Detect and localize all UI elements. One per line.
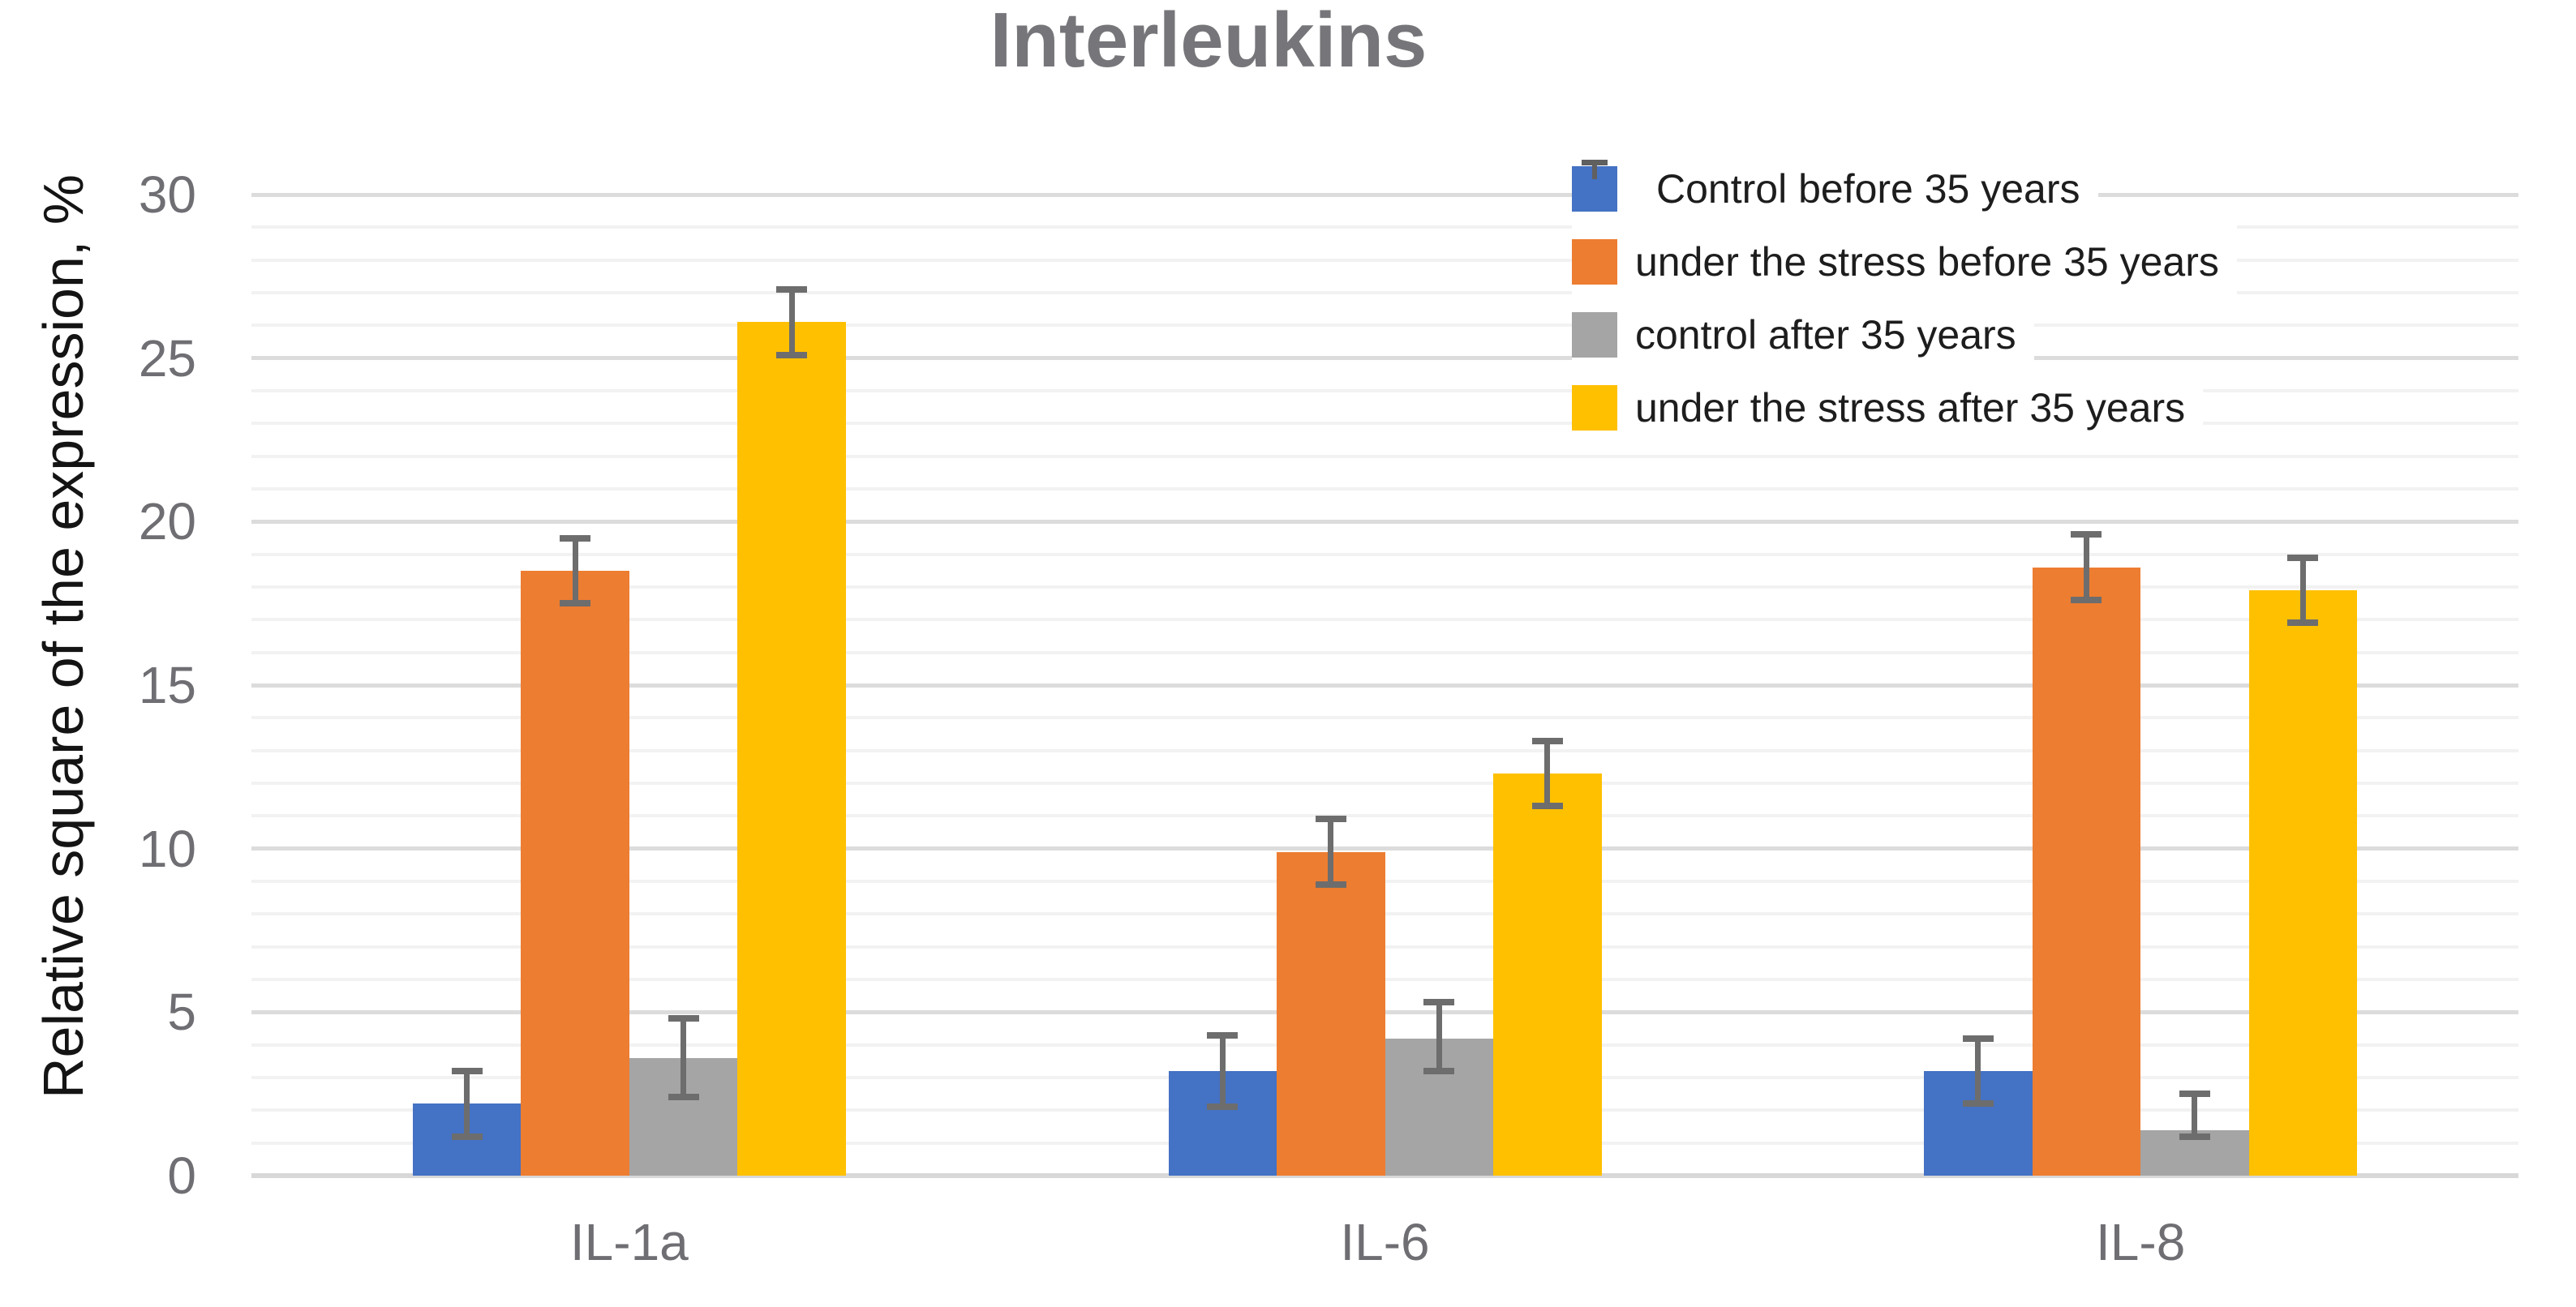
bar <box>1277 851 1385 1176</box>
error-bar-cap-top <box>776 285 808 293</box>
gridline-major <box>251 1009 2518 1014</box>
gridline-minor <box>251 978 2518 981</box>
error-bar-cap-bottom <box>1531 803 1563 810</box>
error-bar-cap-bottom <box>1423 1067 1455 1074</box>
error-bar-cap-bottom <box>1315 881 1346 889</box>
legend-swatch <box>1572 239 1617 285</box>
legend-item: Control before 35 years <box>1572 152 2098 225</box>
bar <box>2032 567 2141 1176</box>
error-bar-cap-bottom <box>560 600 591 607</box>
error-bar-cap-bottom <box>2179 1133 2210 1140</box>
error-bar-cap-top <box>560 534 591 542</box>
gridline-minor <box>251 880 2518 883</box>
error-bar-stem <box>1219 1035 1226 1108</box>
error-bar-cap-top <box>2287 554 2319 561</box>
legend-swatch <box>1572 312 1617 358</box>
error-bar-cap-top <box>1315 816 1346 823</box>
gridline-minor <box>251 814 2518 818</box>
y-tick-label: 25 <box>138 328 196 388</box>
x-category-label: IL-6 <box>1340 1213 1430 1271</box>
error-bar-cap-bottom <box>668 1094 699 1101</box>
gridline-major <box>251 519 2518 524</box>
gridline-minor <box>251 454 2518 458</box>
legend-swatch <box>1572 385 1617 431</box>
legend-label: under the stress before 35 years <box>1635 239 2219 285</box>
legend-errorbar-glyph-cap <box>1582 160 1608 165</box>
legend-swatch <box>1572 160 1617 212</box>
gridline-minor <box>251 748 2518 752</box>
legend-label: Control before 35 years <box>1656 166 2080 212</box>
y-tick-label: 0 <box>167 1146 196 1205</box>
legend-label: control after 35 years <box>1635 312 2016 358</box>
error-bar-stem <box>2192 1094 2198 1137</box>
chart-title: Interleukins <box>990 0 1428 84</box>
x-category-label: IL-8 <box>2096 1213 2186 1271</box>
error-bar-cap-top <box>1207 1031 1239 1039</box>
gridline-minor <box>251 324 2518 328</box>
gridline-minor <box>251 389 2518 392</box>
y-tick-label: 30 <box>138 165 196 224</box>
legend-item: under the stress before 35 years <box>1572 225 2237 298</box>
error-bar-stem <box>1975 1038 1981 1104</box>
legend-label: under the stress after 35 years <box>1635 385 2186 431</box>
error-bar-stem <box>464 1070 470 1137</box>
gridline-minor <box>251 552 2518 556</box>
gridline-minor <box>251 225 2518 229</box>
y-tick-label: 15 <box>138 656 196 714</box>
gridline-major <box>251 356 2518 361</box>
gridline-minor <box>251 487 2518 491</box>
error-bar-cap-top <box>451 1067 483 1074</box>
gridline-minor <box>251 782 2518 785</box>
x-category-label: IL-1a <box>569 1213 689 1271</box>
legend-item: control after 35 years <box>1572 298 2034 371</box>
error-bar-cap-top <box>2179 1091 2210 1098</box>
x-axis-line <box>251 1173 2518 1178</box>
error-bar-stem <box>2299 557 2306 624</box>
error-bar-cap-top <box>668 1015 699 1022</box>
bar <box>521 570 629 1176</box>
gridline-minor <box>251 912 2518 916</box>
gridline-minor <box>251 422 2518 426</box>
gridline-minor <box>251 945 2518 949</box>
error-bar-stem <box>572 538 578 604</box>
legend-errorbar-glyph-stem <box>1592 160 1597 179</box>
error-bar-stem <box>788 289 795 355</box>
y-tick-label: 5 <box>167 983 196 1042</box>
bar <box>1493 773 1602 1176</box>
error-bar-cap-top <box>1962 1035 1994 1042</box>
gridline-major <box>251 683 2518 688</box>
y-tick-label: 10 <box>138 819 196 878</box>
gridline-minor <box>251 650 2518 654</box>
error-bar-cap-bottom <box>1962 1100 1994 1108</box>
error-bar-stem <box>1436 1002 1442 1071</box>
error-bar-cap-bottom <box>2071 597 2102 604</box>
error-bar-stem <box>2083 534 2089 601</box>
error-bar-cap-bottom <box>776 351 808 358</box>
error-bar-stem <box>1328 819 1334 885</box>
gridline-minor <box>251 585 2518 589</box>
bar <box>737 322 846 1176</box>
gridline-major <box>251 192 2518 197</box>
error-bar-cap-top <box>1423 999 1455 1006</box>
gridline-minor <box>251 618 2518 622</box>
error-bar-cap-bottom <box>2287 619 2319 627</box>
error-bar-cap-bottom <box>451 1133 483 1140</box>
error-bar-cap-top <box>1531 737 1563 744</box>
error-bar-stem <box>680 1018 687 1098</box>
legend: Control before 35 years under the stress … <box>1572 152 2237 444</box>
error-bar-cap-bottom <box>1207 1103 1239 1111</box>
gridline-major <box>251 846 2518 851</box>
error-bar-cap-top <box>2071 531 2102 538</box>
error-bar-stem <box>1544 740 1551 807</box>
y-tick-label: 20 <box>138 492 196 551</box>
legend-item: under the stress after 35 years <box>1572 371 2204 444</box>
bar <box>2248 590 2358 1176</box>
gridline-minor <box>251 258 2518 262</box>
gridline-minor <box>251 716 2518 720</box>
gridline-minor <box>251 291 2518 294</box>
